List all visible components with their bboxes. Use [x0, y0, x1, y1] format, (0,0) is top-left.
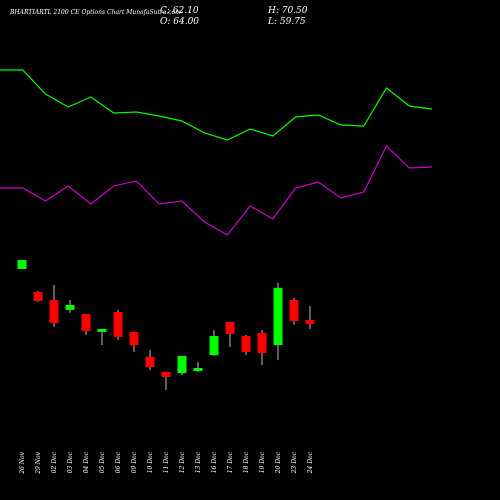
x-tick-label: 24 Dec [307, 451, 314, 474]
candle-body [273, 287, 283, 346]
x-tick-label: 20 Dec [275, 451, 282, 474]
x-tick-label: 12 Dec [179, 451, 186, 473]
candle-body [81, 313, 91, 331]
candle-body [257, 333, 267, 353]
x-tick-label: 02 Dec [51, 451, 58, 473]
x-tick-label: 13 Dec [195, 451, 202, 473]
indicator-line [0, 144, 433, 236]
candle-body [129, 331, 139, 346]
candle-body [145, 357, 155, 368]
x-tick-label: 05 Dec [99, 451, 106, 473]
high-label: H: 70.50 [267, 6, 308, 16]
candle-body [161, 372, 171, 377]
candle-body [49, 300, 59, 323]
candle-body [65, 304, 75, 310]
x-tick-label: 16 Dec [211, 451, 218, 473]
close-label: C: 62.10 [160, 6, 199, 16]
candle-body [241, 336, 251, 353]
low-label: L: 59.75 [267, 17, 306, 27]
x-tick-label: 06 Dec [115, 451, 122, 473]
chart-title: BHARTIARTL 2100 CE Options Chart MunafaS… [9, 9, 181, 16]
candle-body [113, 312, 123, 337]
x-tick-label: 29 Nov [35, 451, 42, 474]
candle-body [177, 355, 187, 374]
candle-body [97, 328, 107, 332]
x-tick-label: 04 Dec [83, 451, 90, 473]
x-tick-label: 18 Dec [243, 451, 250, 473]
x-tick-label: 17 Dec [227, 451, 234, 473]
open-label: O: 64.00 [160, 17, 199, 27]
candle-body [305, 319, 315, 325]
x-tick-label: 11 Dec [163, 451, 170, 473]
candle-body [33, 291, 43, 301]
candle-body [17, 260, 27, 269]
candle-body [289, 300, 299, 322]
x-tick-label: 26 Nov [19, 451, 26, 474]
x-tick-label: 19 Dec [259, 451, 266, 473]
candle-body [193, 367, 203, 371]
candle-body [209, 336, 219, 356]
x-tick-label: 09 Dec [131, 451, 138, 473]
indicator-line [0, 69, 433, 141]
candle-body [225, 321, 235, 334]
x-tick-label: 10 Dec [147, 451, 154, 473]
x-tick-label: 03 Dec [67, 451, 74, 473]
x-tick-label: 23 Dec [291, 451, 298, 474]
